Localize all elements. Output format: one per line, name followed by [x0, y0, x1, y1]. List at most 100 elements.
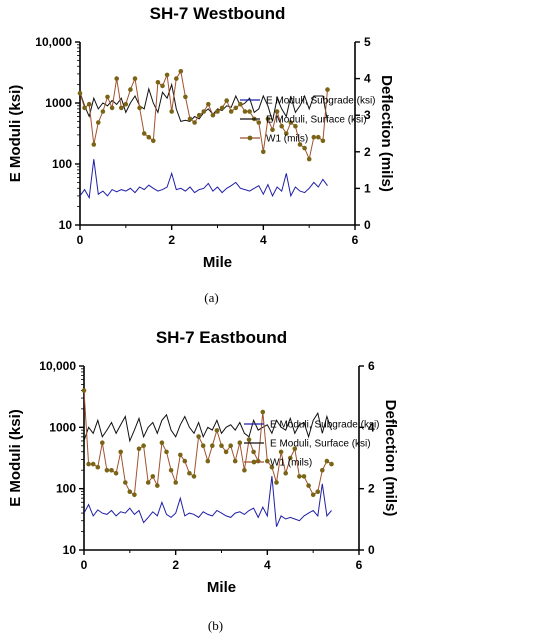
data-point-w1-mils — [90, 461, 96, 467]
data-point-w1-mils — [311, 134, 317, 140]
data-point-w1-mils — [82, 105, 87, 111]
data-point-w1-mils — [270, 127, 275, 133]
data-point-w1-mils — [306, 156, 312, 162]
y-right-tick-label: 0 — [368, 543, 375, 557]
x-axis-label: Mile — [207, 579, 236, 596]
x-tick-label: 0 — [81, 558, 88, 572]
data-point-w1-mils — [187, 471, 192, 476]
data-point-w1-mils — [279, 123, 285, 129]
data-point-w1-mils — [329, 461, 334, 467]
data-point-w1-mils — [315, 489, 321, 495]
x-axis-label: Mile — [203, 254, 232, 271]
data-point-w1-mils — [86, 101, 92, 107]
data-point-w1-mils — [127, 489, 133, 495]
data-point-w1-mils — [284, 131, 289, 136]
data-point-w1-mils — [238, 101, 243, 107]
data-point-w1-mils — [210, 443, 215, 449]
data-point-w1-mils — [306, 483, 311, 488]
y-right-tick-label: 6 — [368, 359, 375, 373]
data-point-w1-mils — [228, 109, 234, 114]
data-point-w1-mils — [206, 101, 211, 107]
data-point-w1-mils — [100, 440, 105, 446]
y-left-tick-label: 1000 — [45, 96, 72, 110]
data-point-w1-mils — [251, 449, 256, 455]
data-point-w1-mils — [159, 440, 165, 446]
legend-label-w1-mils: W1 (mils) — [266, 134, 308, 145]
data-point-w1-mils — [119, 105, 124, 111]
data-point-w1-mils — [232, 458, 238, 464]
y-right-tick-label: 4 — [364, 72, 371, 86]
data-point-w1-mils — [320, 138, 326, 144]
y-right-tick-label: 1 — [364, 181, 371, 195]
data-point-w1-mils — [141, 131, 147, 136]
data-point-w1-mils — [233, 105, 239, 111]
data-point-w1-mils — [104, 468, 110, 473]
data-point-w1-mils — [100, 109, 106, 114]
y-axis-right-label: Deflection (mils) — [382, 400, 399, 517]
data-point-w1-mils — [260, 409, 266, 415]
data-point-w1-mils — [183, 94, 188, 100]
series-line-e-moduli-surface-ksi — [84, 411, 332, 443]
data-point-w1-mils — [242, 109, 248, 114]
data-point-w1-mils — [201, 109, 207, 114]
data-point-w1-mils — [96, 120, 101, 125]
data-point-w1-mils — [178, 452, 183, 458]
data-point-w1-mils — [301, 474, 307, 479]
data-point-w1-mils — [113, 471, 119, 476]
data-point-w1-mils — [137, 105, 142, 111]
data-point-w1-mils — [274, 480, 279, 485]
data-point-w1-mils — [81, 388, 87, 393]
x-tick-label: 6 — [356, 558, 363, 572]
data-point-w1-mils — [214, 428, 220, 433]
x-tick-label: 2 — [168, 233, 175, 247]
data-point-w1-mils — [178, 69, 184, 74]
chart-panel-b: SH-7 Eastbound 0 2 4 6 10 100 1000 10,000 0 2 4 6 Mil… — [7, 328, 399, 633]
data-point-w1-mils — [215, 109, 220, 114]
data-point-w1-mils — [297, 474, 302, 479]
y-left-tick-label: 100 — [52, 157, 72, 171]
y-right-tick-label: 2 — [368, 482, 375, 496]
data-point-w1-mils — [324, 458, 330, 464]
data-point-w1-mils — [109, 105, 115, 111]
y-axis-left-label: E Moduli (ksi) — [7, 409, 24, 507]
data-point-w1-mils — [228, 443, 233, 449]
data-point-w1-mils — [274, 109, 280, 114]
data-point-w1-mils — [150, 474, 156, 479]
data-point-w1-mils — [174, 76, 179, 81]
legend-label-e-moduli-surface-ksi: E Moduli, Surface (ksi) — [270, 439, 371, 450]
data-point-w1-mils — [246, 437, 252, 442]
data-point-w1-mils — [105, 94, 110, 100]
data-point-w1-mils — [292, 446, 298, 452]
data-point-w1-mils — [288, 455, 293, 461]
y-left-tick-label: 1000 — [49, 420, 76, 434]
y-right-tick-label: 2 — [364, 145, 371, 159]
legend-marker-w1-mils — [247, 135, 253, 141]
chart-title: SH-7 Westbound — [150, 4, 286, 23]
data-point-w1-mils — [242, 468, 247, 473]
data-point-w1-mils — [325, 87, 330, 92]
y-left-tick-label: 10,000 — [39, 359, 76, 373]
y-right-tick-label: 4 — [368, 420, 375, 434]
y-right-tick-label: 3 — [364, 108, 371, 122]
data-point-w1-mils — [123, 101, 129, 107]
y-right-tick-label: 5 — [364, 35, 371, 49]
data-point-w1-mils — [151, 138, 156, 144]
data-point-w1-mils — [192, 120, 197, 125]
y-axis-right-label: Deflection (mils) — [378, 75, 395, 192]
data-point-w1-mils — [302, 145, 307, 151]
legend-label-e-moduli-subgrade-ksi: E Moduli, Subgrade (ksi) — [270, 420, 380, 431]
data-point-w1-mils — [269, 464, 275, 470]
data-point-w1-mils — [224, 98, 229, 103]
data-point-w1-mils — [255, 458, 261, 464]
data-point-w1-mils — [293, 123, 298, 129]
data-point-w1-mils — [141, 443, 146, 449]
data-point-w1-mils — [86, 461, 91, 467]
figure-caption: (a) — [204, 290, 218, 305]
data-point-w1-mils — [187, 116, 193, 122]
data-point-w1-mils — [128, 87, 133, 92]
data-point-w1-mils — [256, 120, 262, 125]
data-point-w1-mils — [132, 492, 137, 498]
y-axis-left-label: E Moduli (ksi) — [7, 85, 24, 183]
x-tick-label: 4 — [264, 558, 271, 572]
